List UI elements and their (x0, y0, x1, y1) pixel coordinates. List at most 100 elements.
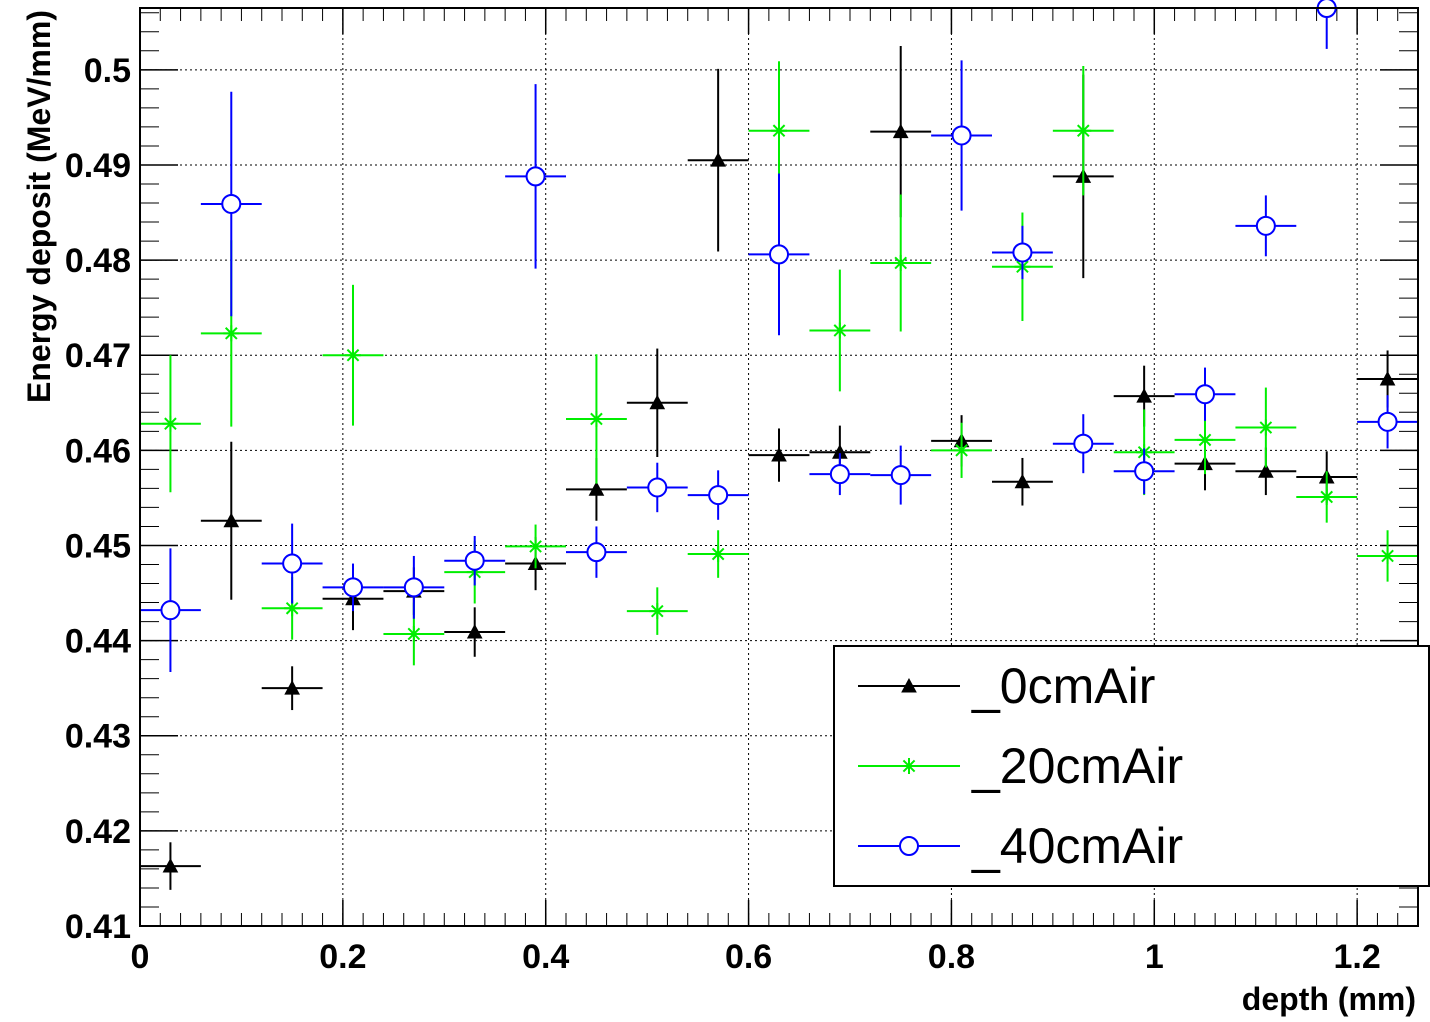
data-marker (769, 244, 789, 265)
x-tick-label: 0.8 (928, 938, 975, 976)
data-point (200, 91, 262, 317)
data-point (261, 523, 323, 604)
data-marker (588, 410, 605, 427)
x-tick-label: 1.2 (1334, 938, 1381, 976)
y-tick-label: 0.48 (65, 242, 131, 280)
y-tick-label: 0.42 (65, 813, 131, 851)
series-20cmair (140, 61, 1418, 666)
data-point (444, 535, 506, 586)
data-marker (403, 577, 424, 598)
data-marker (771, 447, 787, 462)
y-tick-label: 0.44 (65, 623, 131, 661)
x-tick-label: 0.6 (725, 938, 772, 976)
data-marker (892, 123, 909, 139)
y-tick-label: 0.46 (65, 432, 131, 470)
data-point (383, 555, 445, 619)
data-marker (710, 546, 727, 563)
data-point (687, 470, 749, 520)
y-tick-label: 0.5 (84, 52, 131, 90)
legend: _0cmAir _20cmAir _40cmAir (833, 645, 1430, 887)
y-tick-label: 0.49 (65, 147, 131, 185)
data-point (1052, 66, 1114, 196)
data-point (1235, 195, 1297, 257)
data-marker (588, 481, 605, 496)
data-marker (890, 465, 911, 486)
data-marker (953, 442, 970, 459)
data-point (1357, 395, 1418, 449)
data-point (626, 587, 688, 635)
legend-entry: _0cmAir (858, 658, 1155, 714)
data-marker (649, 394, 666, 410)
data-point (992, 225, 1053, 280)
data-point (931, 422, 992, 478)
data-marker (405, 625, 422, 642)
data-points (140, 0, 1418, 890)
legend-label: _0cmAir (971, 658, 1155, 714)
data-point (140, 842, 201, 890)
data-point (566, 526, 627, 578)
data-marker (223, 325, 240, 342)
data-marker (525, 166, 546, 187)
y-tick-label: 0.47 (65, 337, 131, 375)
data-marker (829, 464, 850, 485)
x-tick-label: 0.2 (319, 938, 366, 976)
data-marker (1075, 122, 1092, 139)
legend-entry: _20cmAir (858, 738, 1183, 794)
data-marker (1379, 547, 1396, 564)
data-marker (221, 193, 242, 214)
data-point (870, 46, 932, 218)
data-marker (160, 600, 181, 621)
x-tick-label: 0.4 (522, 938, 569, 976)
x-tick-label: 0 (131, 938, 150, 976)
legend-entry: _40cmAir (858, 818, 1183, 874)
data-marker (223, 512, 240, 528)
data-point (1235, 387, 1297, 468)
data-marker (162, 858, 179, 873)
data-marker (951, 125, 972, 146)
data-point (870, 194, 932, 332)
legend-marker (901, 758, 917, 774)
data-point (1296, 471, 1358, 523)
data-marker (586, 542, 607, 563)
data-point (748, 428, 810, 482)
data-marker (1012, 242, 1033, 263)
data-point (687, 68, 749, 252)
data-point (931, 60, 992, 211)
data-point (505, 84, 566, 269)
x-tick-label: 1 (1145, 938, 1164, 976)
y-tick-label: 0.43 (65, 718, 131, 756)
data-point (687, 530, 749, 578)
data-marker (282, 553, 303, 574)
data-point (566, 354, 627, 484)
y-axis-title: Energy deposit (MeV/mm) (21, 10, 57, 403)
data-marker (1134, 461, 1155, 482)
data-marker (649, 603, 666, 620)
data-point (1357, 530, 1418, 582)
y-tick-label: 0.45 (65, 527, 131, 565)
y-tick-label: 0.41 (65, 908, 131, 946)
data-point (140, 548, 201, 673)
data-marker (1255, 215, 1276, 236)
data-marker (527, 538, 544, 555)
data-marker (771, 122, 787, 139)
series-40cmair (140, 0, 1418, 673)
data-marker (1073, 433, 1094, 454)
data-point (1052, 414, 1114, 474)
data-marker (345, 347, 361, 364)
data-marker (1257, 419, 1274, 436)
data-point (626, 462, 688, 513)
legend-label: _40cmAir (971, 818, 1183, 874)
data-point (444, 607, 506, 657)
data-point (870, 445, 932, 505)
data-point (505, 524, 566, 569)
data-marker (892, 254, 909, 271)
data-point (261, 666, 323, 711)
data-point (140, 355, 201, 493)
data-point (322, 563, 384, 612)
data-point (809, 453, 871, 496)
data-point (322, 284, 384, 426)
legend-marker (901, 677, 917, 693)
data-marker (343, 577, 363, 598)
data-point (1357, 350, 1418, 408)
